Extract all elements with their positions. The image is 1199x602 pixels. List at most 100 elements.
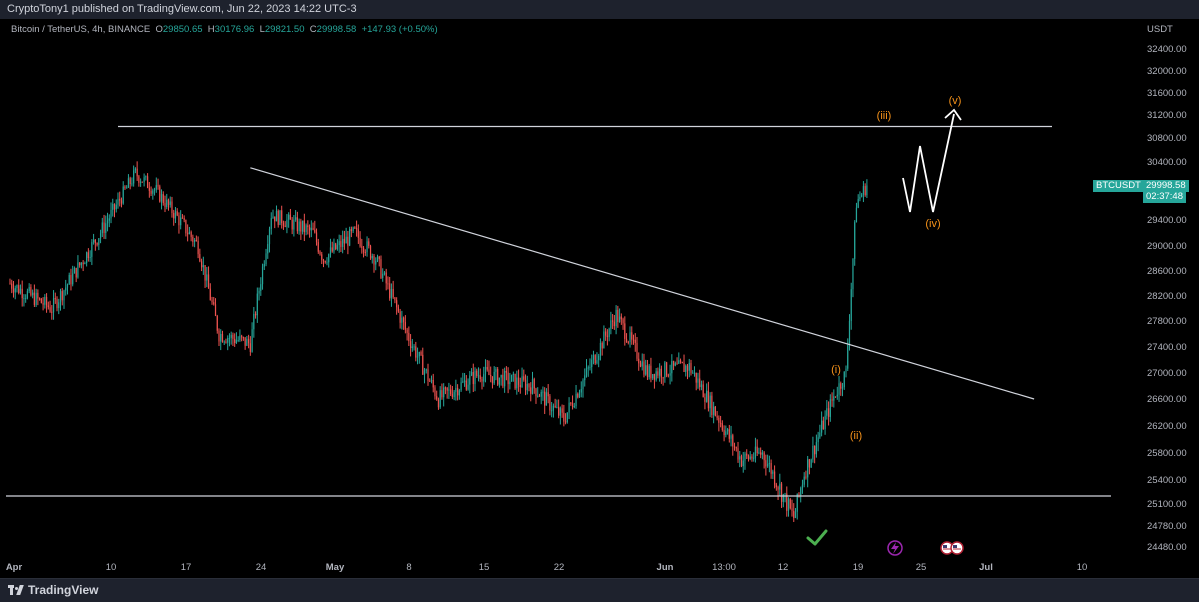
candle-body: [761, 452, 764, 455]
candle-body: [740, 456, 743, 467]
tradingview-logo-icon: [8, 585, 24, 595]
price-axis[interactable]: USDT 32400.00 32000.00 31600.00 31200.00 3080…: [1140, 19, 1199, 560]
candle-body: [26, 291, 29, 298]
candle-body: [793, 510, 795, 518]
candle-body: [810, 459, 812, 468]
candle-body: [615, 309, 617, 327]
candle-body: [197, 240, 199, 255]
candle-body: [65, 287, 67, 291]
candle-body: [751, 456, 753, 459]
price-chart[interactable]: (i) (ii) (iii) (iv) (v) USDT 32400.00 32000.00…: [0, 0, 1199, 578]
candle-body: [108, 218, 110, 221]
candle-body: [713, 406, 715, 415]
candle-body: [70, 274, 72, 285]
price-tick-label: 28600.00: [1147, 266, 1187, 277]
price-tick-label: 32000.00: [1147, 66, 1187, 77]
candle-body: [775, 484, 777, 488]
price-tick-label: 31600.00: [1147, 88, 1187, 99]
tradingview-logo[interactable]: TradingView: [8, 583, 98, 597]
candle-body: [267, 244, 269, 254]
candle-body: [349, 229, 351, 246]
candle-body: [45, 296, 48, 306]
candle-body: [610, 320, 612, 329]
wave-label: (iv): [925, 218, 940, 230]
wave-label: (ii): [850, 430, 862, 442]
candle-body: [415, 346, 417, 358]
chart-background: [0, 19, 1199, 578]
candle-body: [510, 374, 513, 382]
projection-arrowhead: [944, 108, 962, 121]
candle-body: [87, 252, 89, 258]
candle-body: [624, 323, 626, 339]
candle-body: [728, 429, 730, 439]
candle-body: [676, 363, 678, 365]
candle-body: [335, 243, 337, 250]
candle-body: [836, 394, 838, 397]
candle-body: [822, 420, 824, 430]
candle-body: [409, 341, 412, 348]
candle-body: [79, 262, 81, 266]
candle-body: [716, 415, 718, 418]
candle-body: [293, 219, 295, 230]
candle-body: [840, 383, 842, 389]
candle-body: [566, 412, 568, 423]
candle-body: [19, 288, 22, 294]
drawing-layer: (i) (ii) (iii) (iv) (v): [6, 95, 1111, 556]
candle-body: [692, 372, 694, 374]
candle-body: [749, 456, 751, 459]
candle-body: [296, 217, 298, 232]
candle-body: [345, 236, 347, 244]
candle-body: [155, 185, 157, 190]
wave-label: (iii): [877, 110, 892, 122]
candle-body: [467, 384, 469, 390]
candle-body: [390, 289, 393, 299]
candle-body: [808, 459, 811, 468]
candle-body: [94, 239, 96, 243]
candle-body: [570, 402, 572, 404]
candle-body: [667, 375, 669, 377]
price-tick-label: 24780.00: [1147, 521, 1187, 532]
candle-body: [260, 284, 262, 291]
candle-body: [113, 203, 116, 210]
candle-body: [40, 298, 42, 304]
candle-body: [660, 368, 662, 378]
candle-body: [483, 374, 485, 382]
candle-body: [342, 238, 344, 247]
candle-body: [732, 435, 734, 447]
candle-body: [232, 334, 234, 339]
time-axis[interactable]: Apr 10 17 24 May 8 15 22 Jun 13:00 12 19 25 Jul 10: [6, 562, 1087, 573]
candle-body: [812, 445, 814, 460]
candle-body: [263, 264, 265, 267]
candle-body: [164, 203, 166, 208]
candle-body: [824, 415, 826, 430]
candle-body: [254, 313, 257, 316]
candle-body: [61, 291, 63, 301]
candle-body: [838, 383, 840, 395]
candle-body: [319, 251, 321, 255]
candle-body: [780, 483, 783, 502]
candle-body: [852, 258, 854, 290]
candle-body: [32, 292, 34, 296]
candle-body: [686, 365, 689, 371]
candle-body: [160, 194, 163, 202]
candle-body: [592, 355, 595, 360]
candle-body: [355, 227, 358, 230]
candle-body: [434, 387, 436, 397]
candle-body: [383, 272, 386, 274]
candle-body: [16, 285, 18, 289]
candle-body: [773, 471, 776, 485]
candle-body: [589, 367, 591, 369]
candle-body: [72, 273, 74, 285]
candle-body: [599, 342, 602, 356]
candle-body: [697, 378, 699, 383]
candle-body: [300, 221, 302, 232]
candle-body: [585, 367, 588, 376]
candle-body: [582, 380, 584, 390]
candle-body: [317, 242, 319, 252]
candle-body: [577, 393, 579, 398]
candle-body: [183, 218, 185, 220]
lightning-icon-glyph: [891, 542, 899, 554]
candle-body: [521, 376, 523, 388]
flag-icon-canton: [943, 545, 947, 548]
candle-body: [531, 379, 534, 394]
